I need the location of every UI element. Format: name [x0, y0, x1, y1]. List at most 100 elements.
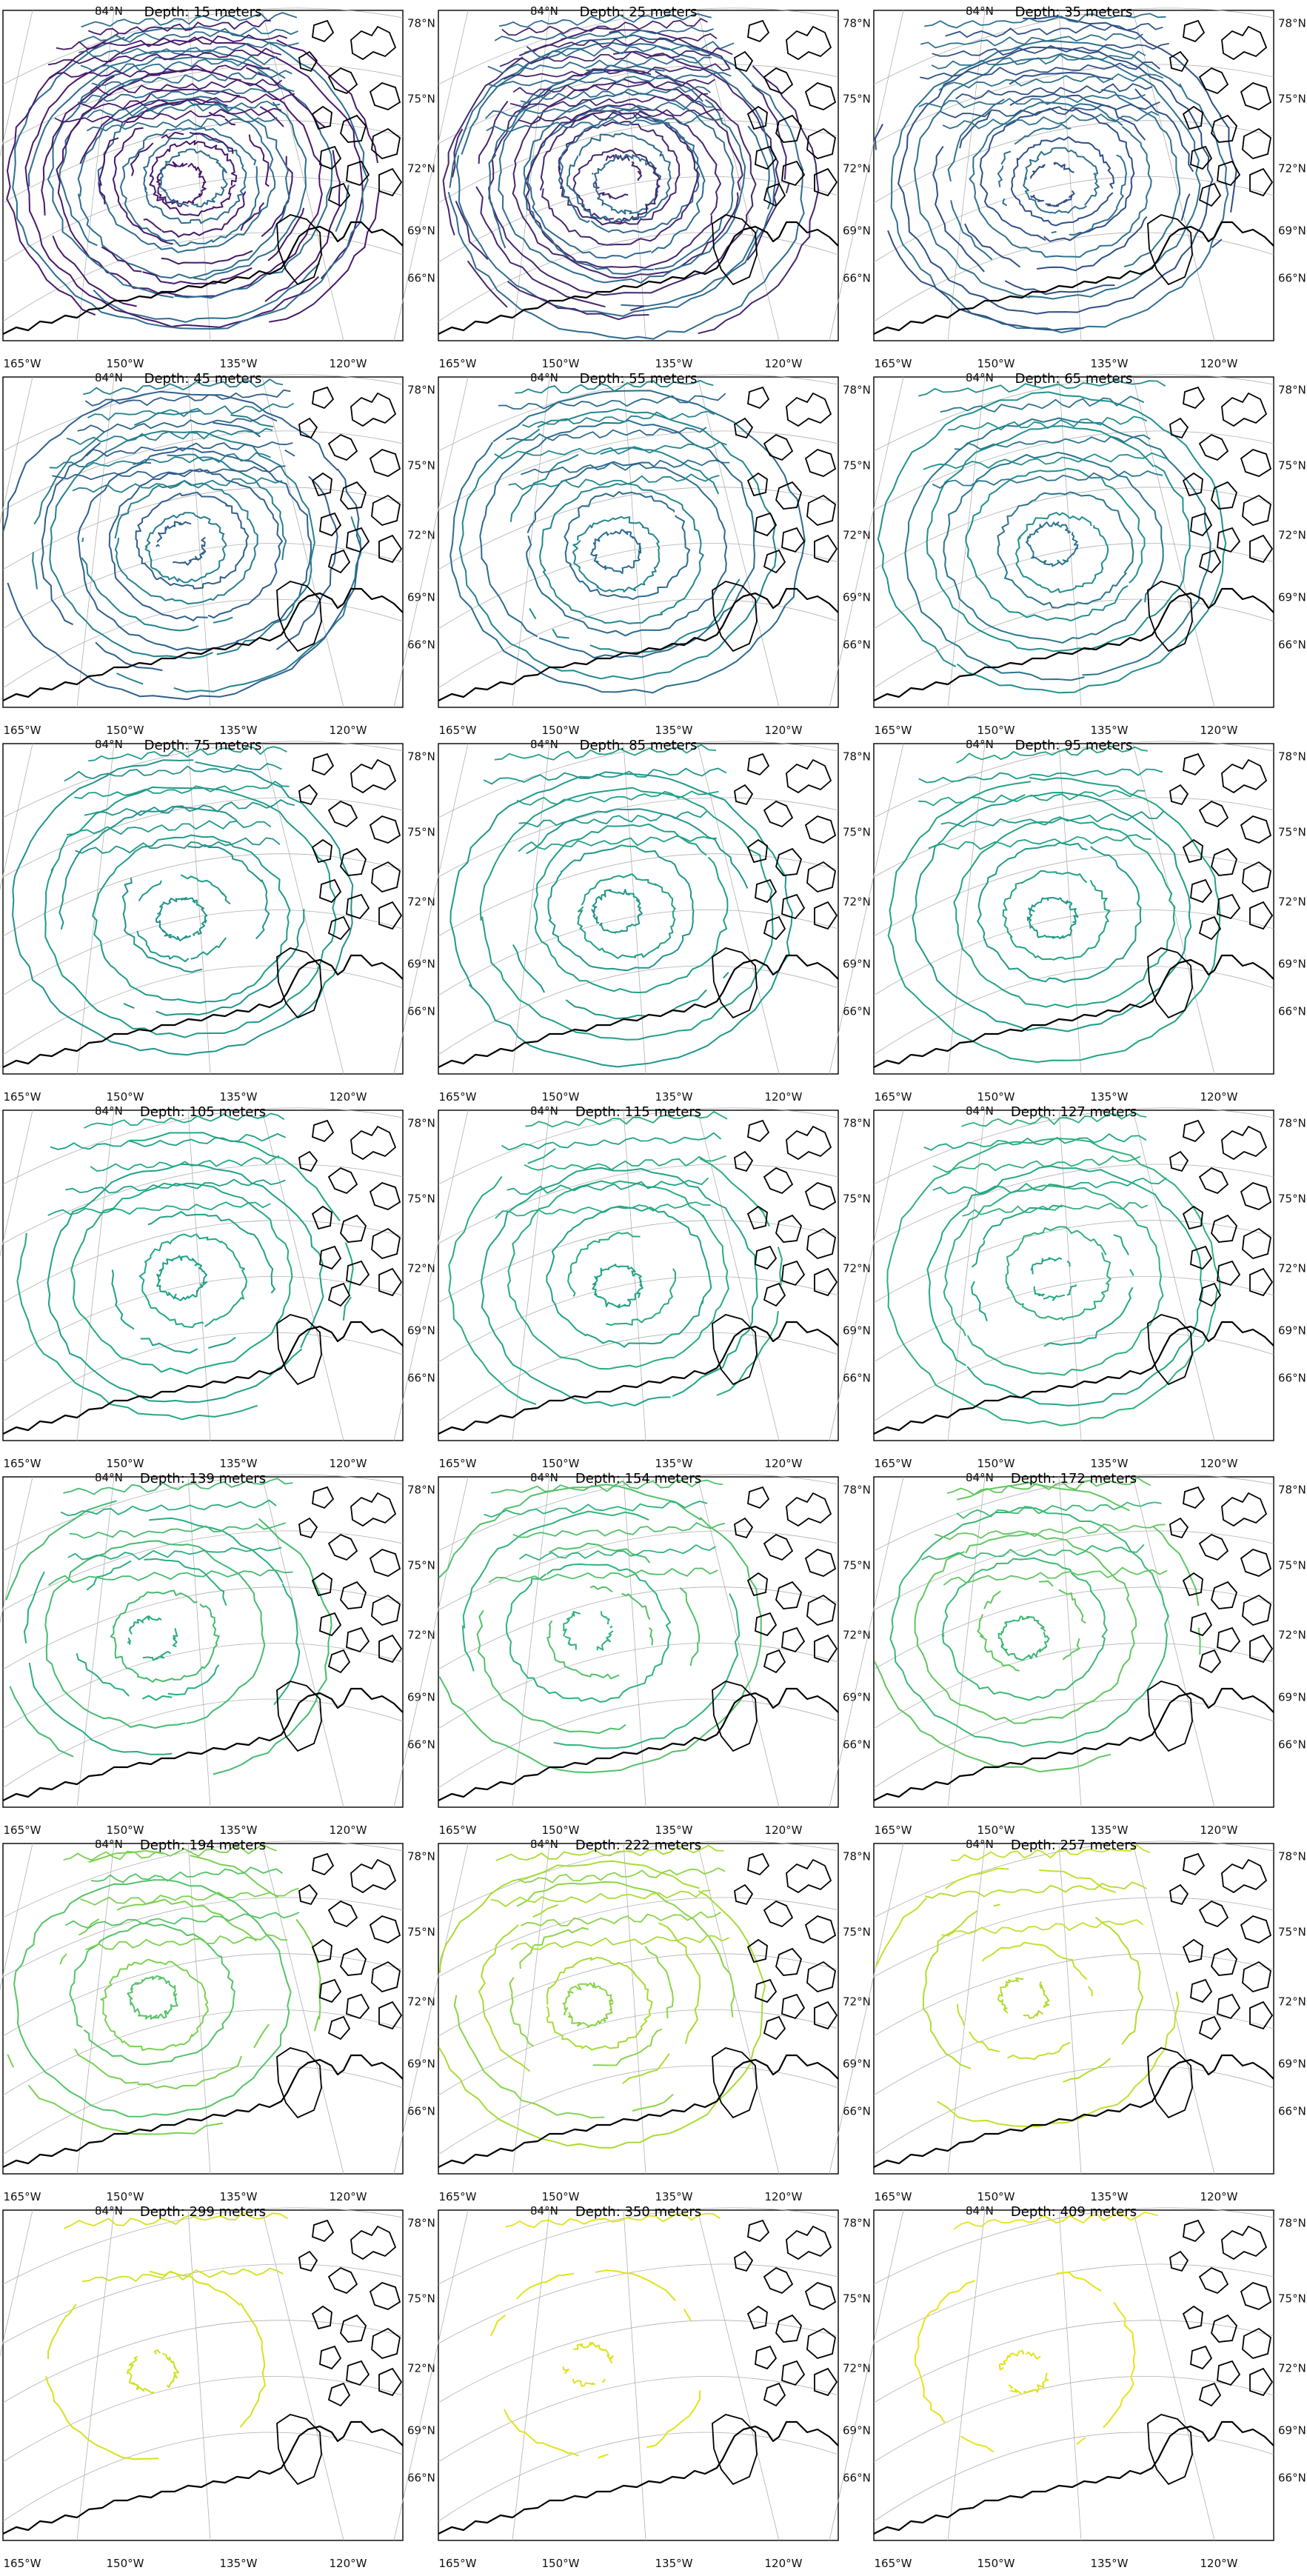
latitude-tick-label: 78°N: [843, 2218, 871, 2229]
latitude-tick-label: 78°N: [1278, 1485, 1306, 1496]
latitude-tick-label: 75°N: [843, 1194, 871, 1205]
latitude-tick-label: 69°N: [1278, 593, 1306, 604]
longitude-tick-label: 120°W: [1200, 1458, 1238, 1469]
longitude-tick-label: 120°W: [330, 1092, 367, 1103]
latitude-tick-label: 78°N: [1278, 752, 1306, 763]
longitude-tick-label: 120°W: [330, 358, 367, 370]
latitude-tick-label: 72°N: [407, 1264, 435, 1275]
top-latitude-label: 84°N: [95, 2206, 123, 2217]
latitude-tick-label: 72°N: [843, 1264, 871, 1275]
longitude-tick-label: 150°W: [977, 1825, 1015, 1836]
longitude-tick-label: 120°W: [1200, 358, 1238, 370]
longitude-tick-label: 150°W: [977, 1458, 1015, 1469]
latitude-tick-label: 66°N: [843, 1740, 871, 1751]
longitude-tick-label: 135°W: [655, 1458, 693, 1469]
latitude-tick-label: 72°N: [407, 530, 435, 541]
latitude-tick-label: 72°N: [407, 1997, 435, 2008]
map-panel: Depth: 115 meters 84°N 165°W 150°W 135°W 120°…: [438, 1110, 874, 1476]
top-latitude-label: 84°N: [95, 6, 123, 17]
longitude-tick-label: 165°W: [4, 1458, 41, 1469]
latitude-tick-label: 78°N: [407, 2218, 435, 2229]
map-panel: Depth: 222 meters 84°N 165°W 150°W 135°W 120°…: [438, 1843, 874, 2209]
map-frame: [438, 2210, 838, 2540]
longitude-tick-label: 150°W: [977, 1092, 1015, 1103]
map-panel: Depth: 350 meters 84°N 165°W 150°W 135°W 120°…: [438, 2210, 874, 2576]
top-latitude-label: 84°N: [530, 373, 558, 384]
latitude-tick-label: 75°N: [843, 827, 871, 838]
map-frame: [3, 1843, 403, 2174]
latitude-tick-label: 69°N: [843, 1326, 871, 1337]
longitude-tick-label: 120°W: [330, 725, 367, 736]
panel-title: Depth: 350 meters: [438, 2206, 838, 2219]
map-plot: [3, 377, 438, 743]
longitude-tick-label: 135°W: [655, 2192, 693, 2203]
longitude-tick-label: 135°W: [655, 2558, 693, 2569]
map-frame: [874, 1477, 1274, 1807]
longitude-tick-label: 150°W: [977, 358, 1015, 370]
latitude-tick-label: 75°N: [1278, 827, 1306, 838]
longitude-tick-label: 165°W: [875, 2192, 912, 2203]
longitude-tick-label: 165°W: [875, 1092, 912, 1103]
longitude-tick-label: 150°W: [107, 1092, 144, 1103]
map-panel: Depth: 127 meters 84°N 165°W 150°W 135°W 120°…: [874, 1110, 1307, 1476]
map-frame: [3, 2210, 403, 2540]
latitude-tick-label: 78°N: [407, 385, 435, 396]
latitude-tick-label: 75°N: [1278, 1927, 1306, 1938]
longitude-tick-label: 135°W: [220, 2558, 258, 2569]
latitude-tick-label: 69°N: [407, 593, 435, 604]
latitude-tick-label: 69°N: [843, 2059, 871, 2070]
top-latitude-label: 84°N: [966, 1839, 994, 1850]
latitude-tick-label: 66°N: [1278, 1007, 1306, 1018]
longitude-tick-label: 165°W: [4, 1092, 41, 1103]
latitude-tick-label: 69°N: [843, 593, 871, 604]
latitude-tick-label: 69°N: [1278, 2059, 1306, 2070]
map-plot: [3, 1477, 438, 1843]
top-latitude-label: 84°N: [966, 2206, 994, 2217]
latitude-tick-label: 75°N: [843, 2294, 871, 2305]
longitude-tick-label: 135°W: [220, 1092, 258, 1103]
latitude-tick-label: 72°N: [843, 1997, 871, 2008]
latitude-tick-label: 69°N: [407, 959, 435, 970]
map-frame: [874, 1110, 1274, 1441]
longitude-tick-label: 135°W: [655, 1092, 693, 1103]
latitude-tick-label: 66°N: [1278, 2473, 1306, 2484]
map-frame: [874, 1843, 1274, 2174]
longitude-tick-label: 135°W: [220, 1458, 258, 1469]
longitude-tick-label: 120°W: [765, 2192, 803, 2203]
top-latitude-label: 84°N: [530, 6, 558, 17]
panel-title: Depth: 257 meters: [874, 1839, 1274, 1852]
latitude-tick-label: 75°N: [1278, 461, 1306, 472]
map-panel: Depth: 105 meters 84°N 165°W 150°W 135°W 120°…: [3, 1110, 438, 1476]
panel-title: Depth: 139 meters: [3, 1472, 403, 1486]
latitude-tick-label: 69°N: [1278, 2426, 1306, 2437]
map-frame: [438, 377, 838, 707]
longitude-tick-label: 165°W: [4, 2558, 41, 2569]
map-plot: [438, 1110, 874, 1476]
panel-title: Depth: 127 meters: [874, 1106, 1274, 1119]
map-panel: Depth: 75 meters 84°N 165°W 150°W 135°W 120°W…: [3, 744, 438, 1110]
map-panel: Depth: 65 meters 84°N 165°W 150°W 135°W 120°W…: [874, 377, 1307, 743]
longitude-tick-label: 120°W: [765, 1458, 803, 1469]
top-latitude-label: 84°N: [530, 1839, 558, 1850]
latitude-tick-label: 78°N: [843, 1852, 871, 1863]
map-panel: Depth: 139 meters 84°N 165°W 150°W 135°W 120°…: [3, 1477, 438, 1843]
panel-title: Depth: 25 meters: [438, 6, 838, 19]
latitude-tick-label: 66°N: [407, 273, 435, 284]
longitude-tick-label: 150°W: [542, 358, 580, 370]
latitude-tick-label: 69°N: [1278, 1326, 1306, 1337]
latitude-tick-label: 78°N: [407, 1118, 435, 1129]
map-plot: [874, 1477, 1307, 1843]
top-latitude-label: 84°N: [95, 1472, 123, 1484]
latitude-tick-label: 72°N: [1278, 2363, 1306, 2375]
latitude-tick-label: 66°N: [843, 1007, 871, 1018]
latitude-tick-label: 69°N: [1278, 1692, 1306, 1704]
longitude-tick-label: 150°W: [107, 2192, 144, 2203]
latitude-tick-label: 69°N: [407, 1692, 435, 1704]
longitude-tick-label: 150°W: [542, 1825, 580, 1836]
top-latitude-label: 84°N: [95, 373, 123, 384]
top-latitude-label: 84°N: [966, 739, 994, 750]
latitude-tick-label: 78°N: [407, 1852, 435, 1863]
latitude-tick-label: 78°N: [843, 752, 871, 763]
top-latitude-label: 84°N: [95, 1839, 123, 1850]
longitude-tick-label: 150°W: [107, 725, 144, 736]
